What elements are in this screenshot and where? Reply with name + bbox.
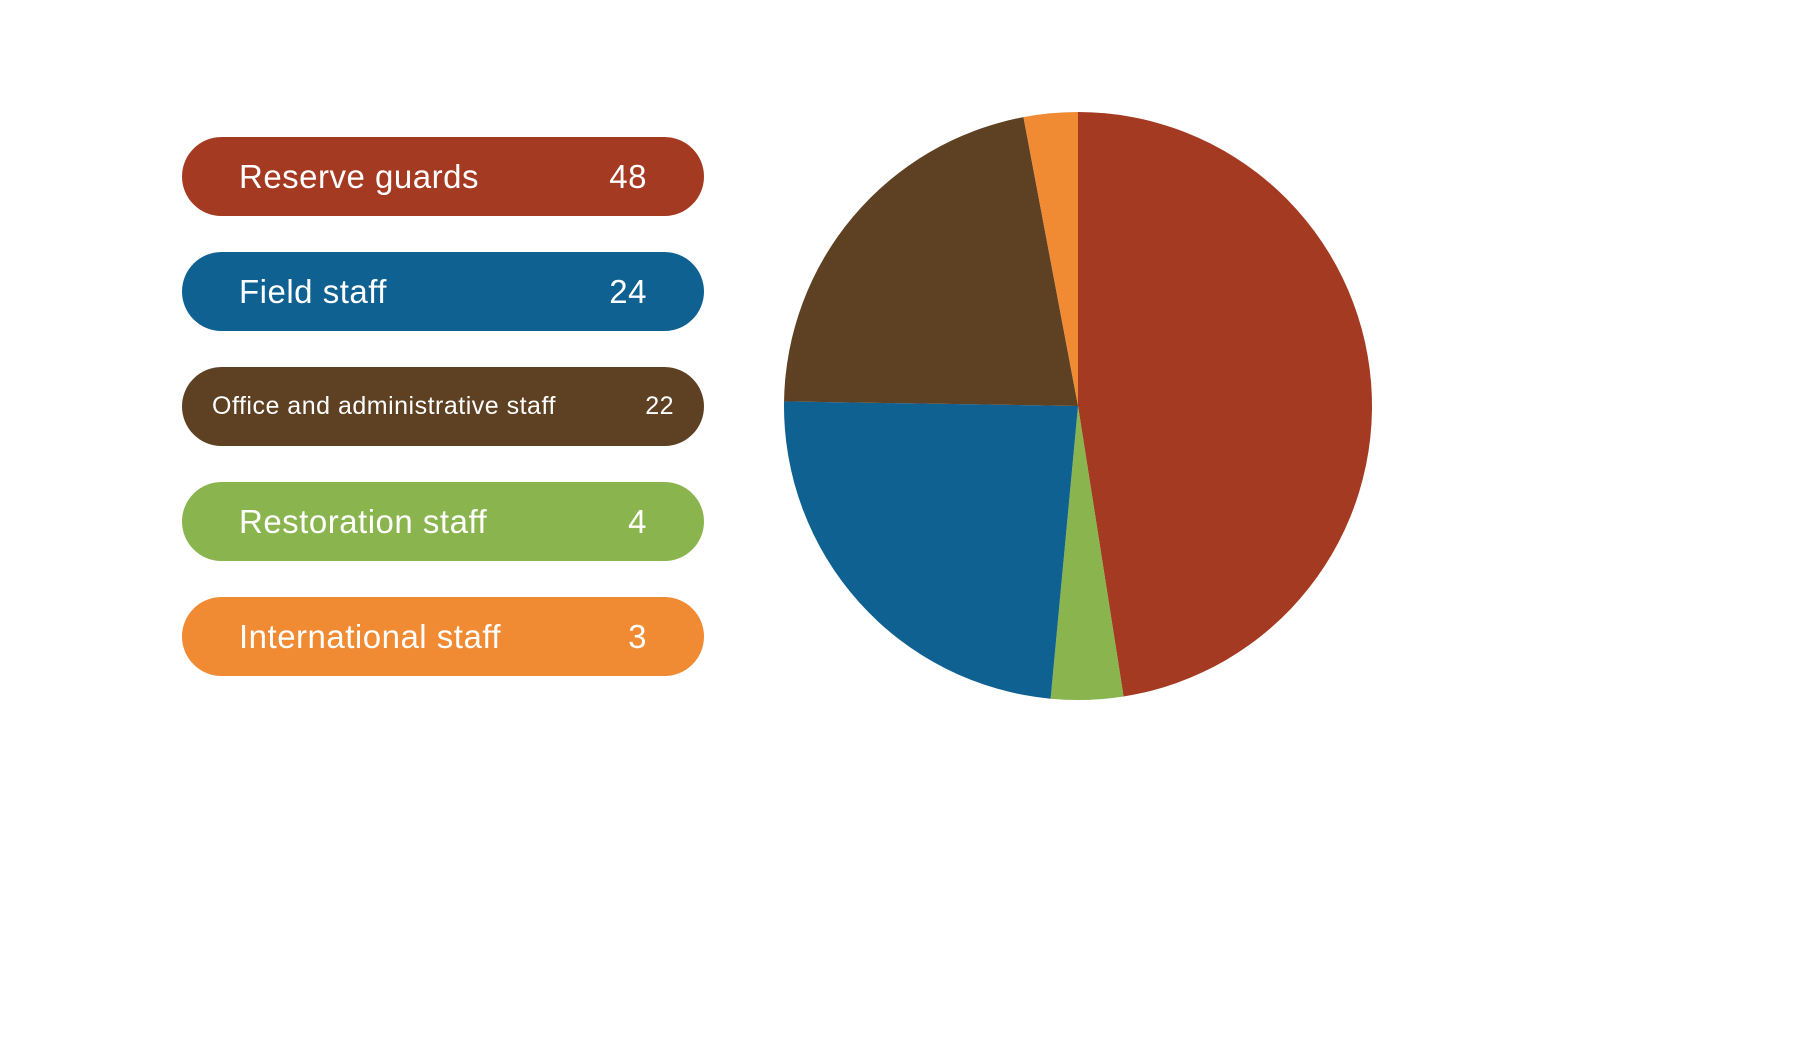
pie-slice-office-and-administrative-staff [784,117,1078,407]
legend-value-field-staff: 24 [609,272,647,310]
legend-value-restoration-staff: 4 [628,502,647,540]
legend-value-reserve-guards: 48 [609,157,647,195]
legend: Reserve guards 48 Field staff 24 Office … [182,137,704,676]
legend-label-reserve-guards: Reserve guards [239,157,479,195]
legend-item-field-staff: Field staff 24 [182,252,704,331]
legend-item-reserve-guards: Reserve guards 48 [182,137,704,216]
pie-slice-international-staff [1023,112,1078,406]
legend-item-office-and-administrative-staff: Office and administrative staff 22 [182,367,704,446]
legend-label-restoration-staff: Restoration staff [239,502,488,540]
legend-label-field-staff: Field staff [239,272,387,310]
pie-slice-restoration-staff [1050,406,1124,700]
legend-label-office-and-administrative-staff: Office and administrative staff [212,392,556,420]
legend-value-international-staff: 3 [628,617,647,655]
pie-slice-reserve-guards [1078,112,1372,697]
legend-value-office-and-administrative-staff: 22 [645,392,674,420]
pie-slice-field-staff [783,401,1078,699]
pie-chart [783,112,1372,700]
legend-item-international-staff: International staff 3 [182,597,704,676]
pie-chart-container [783,111,1373,701]
legend-item-restoration-staff: Restoration staff 4 [182,482,704,561]
legend-label-international-staff: International staff [239,617,502,655]
